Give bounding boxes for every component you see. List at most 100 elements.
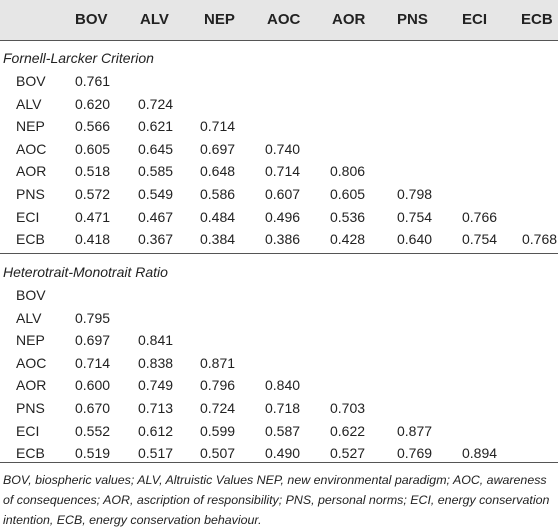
row-label: ECB — [16, 231, 45, 248]
table-cell: 0.697 — [200, 140, 236, 157]
row-label: PNS — [16, 400, 45, 416]
table-cell: 0.490 — [265, 445, 301, 462]
table-cell: 0.536 — [330, 208, 366, 225]
table-cell: 0.428 — [330, 231, 366, 248]
table-cell: 0.749 — [138, 377, 174, 394]
table-cell: 0.718 — [265, 400, 301, 416]
table-cell: 0.740 — [265, 140, 301, 157]
table-cell: 0.471 — [75, 208, 111, 225]
table-cell: 0.467 — [138, 208, 174, 225]
table-cell: 0.552 — [75, 422, 111, 439]
table-cell: 0.384 — [200, 231, 236, 248]
table-cell: 0.587 — [265, 422, 301, 439]
section-title-fornell-larcker: Fornell-Larcker Criterion — [3, 50, 154, 66]
table-row: ECB 0.418 0.367 0.384 0.386 0.428 0.640 0.754 0.… — [0, 228, 558, 250]
table-cell: 0.599 — [200, 422, 236, 439]
row-label: AOR — [16, 163, 47, 180]
header-divider — [0, 40, 558, 41]
table-cell: 0.713 — [138, 400, 174, 416]
table-footnote: BOV, biospheric values; ALV, Altruistic … — [3, 473, 550, 527]
table-cell: 0.766 — [462, 208, 498, 225]
table-cell: 0.754 — [397, 208, 433, 225]
row-label: BOV — [16, 73, 46, 89]
table-cell: 0.640 — [397, 231, 433, 248]
row-label: NEP — [16, 332, 45, 349]
table-cell: 0.418 — [75, 231, 111, 248]
table-cell: 0.517 — [138, 445, 174, 462]
table-cell: 0.621 — [138, 118, 174, 135]
table-cell: 0.496 — [265, 208, 301, 225]
table-row: AOC 0.714 0.838 0.871 — [0, 352, 558, 374]
table-row: NEP 0.697 0.841 — [0, 329, 558, 351]
row-label: BOV — [16, 287, 46, 303]
column-header: AOC — [267, 11, 301, 28]
table-cell: 0.612 — [138, 422, 174, 439]
table-cell: 0.877 — [397, 422, 433, 439]
table-row: AOC 0.605 0.645 0.697 0.740 — [0, 138, 558, 160]
row-label: AOC — [16, 140, 47, 157]
table-cell: 0.484 — [200, 208, 236, 225]
row-label: ALV — [16, 309, 42, 326]
table-cell: 0.605 — [330, 186, 366, 202]
table-row: PNS 0.670 0.713 0.724 0.718 0.703 — [0, 397, 558, 419]
row-label: ECI — [16, 422, 40, 439]
table-cell: 0.806 — [330, 163, 366, 180]
table-cell: 0.838 — [138, 354, 174, 371]
table-cell: 0.670 — [75, 400, 111, 416]
column-header: BOV — [75, 11, 108, 28]
table-cell: 0.527 — [330, 445, 366, 462]
table-row: AOR 0.518 0.585 0.648 0.714 0.806 — [0, 160, 558, 182]
row-label: ECI — [16, 208, 40, 225]
table-row: BOV 0.761 — [0, 70, 558, 92]
table-row: ECI 0.471 0.467 0.484 0.496 0.536 0.754 0.766 — [0, 206, 558, 228]
table-cell: 0.586 — [200, 186, 236, 202]
table-row: ECI 0.552 0.612 0.599 0.587 0.622 0.877 — [0, 420, 558, 442]
table-row: AOR 0.600 0.749 0.796 0.840 — [0, 374, 558, 396]
table-cell: 0.798 — [397, 186, 433, 202]
column-header: ECB — [521, 11, 553, 28]
table-cell: 0.724 — [200, 400, 236, 416]
table-cell: 0.796 — [200, 377, 236, 394]
row-label: ALV — [16, 95, 42, 112]
table-cell: 0.769 — [397, 445, 433, 462]
table-row: BOV — [0, 284, 558, 306]
table-cell: 0.714 — [75, 354, 111, 371]
table-cell: 0.761 — [75, 73, 111, 89]
table-cell: 0.607 — [265, 186, 301, 202]
table-cell: 0.518 — [75, 163, 111, 180]
table-cell: 0.714 — [265, 163, 301, 180]
table-row: ECB 0.519 0.517 0.507 0.490 0.527 0.769 0.894 — [0, 442, 558, 464]
table-cell: 0.840 — [265, 377, 301, 394]
table-cell: 0.648 — [200, 163, 236, 180]
table-cell: 0.645 — [138, 140, 174, 157]
table-cell: 0.519 — [75, 445, 111, 462]
table-cell: 0.572 — [75, 186, 111, 202]
table-row: NEP 0.566 0.621 0.714 — [0, 115, 558, 137]
column-header: NEP — [204, 11, 235, 28]
table-bottom-divider — [0, 462, 558, 463]
column-header: PNS — [397, 11, 428, 28]
row-label: PNS — [16, 186, 45, 202]
column-header: ALV — [140, 11, 169, 28]
column-header: ECI — [462, 11, 488, 28]
row-label: NEP — [16, 118, 45, 135]
table-cell: 0.714 — [200, 118, 236, 135]
table-cell: 0.367 — [138, 231, 174, 248]
table-cell: 0.754 — [462, 231, 498, 248]
table-cell: 0.605 — [75, 140, 111, 157]
table-cell: 0.620 — [75, 95, 111, 112]
table-cell: 0.894 — [462, 445, 498, 462]
table-cell: 0.566 — [75, 118, 111, 135]
table-cell: 0.703 — [330, 400, 366, 416]
table-row: ALV 0.795 — [0, 307, 558, 329]
table-cell: 0.724 — [138, 95, 174, 112]
table-cell: 0.841 — [138, 332, 174, 349]
row-label: AOC — [16, 354, 47, 371]
table-cell: 0.549 — [138, 186, 174, 202]
table-cell: 0.507 — [200, 445, 236, 462]
table-cell: 0.600 — [75, 377, 111, 394]
row-label: AOR — [16, 377, 47, 394]
table-cell: 0.871 — [200, 354, 236, 371]
table-cell: 0.622 — [330, 422, 366, 439]
table-cell: 0.768 — [522, 231, 558, 248]
